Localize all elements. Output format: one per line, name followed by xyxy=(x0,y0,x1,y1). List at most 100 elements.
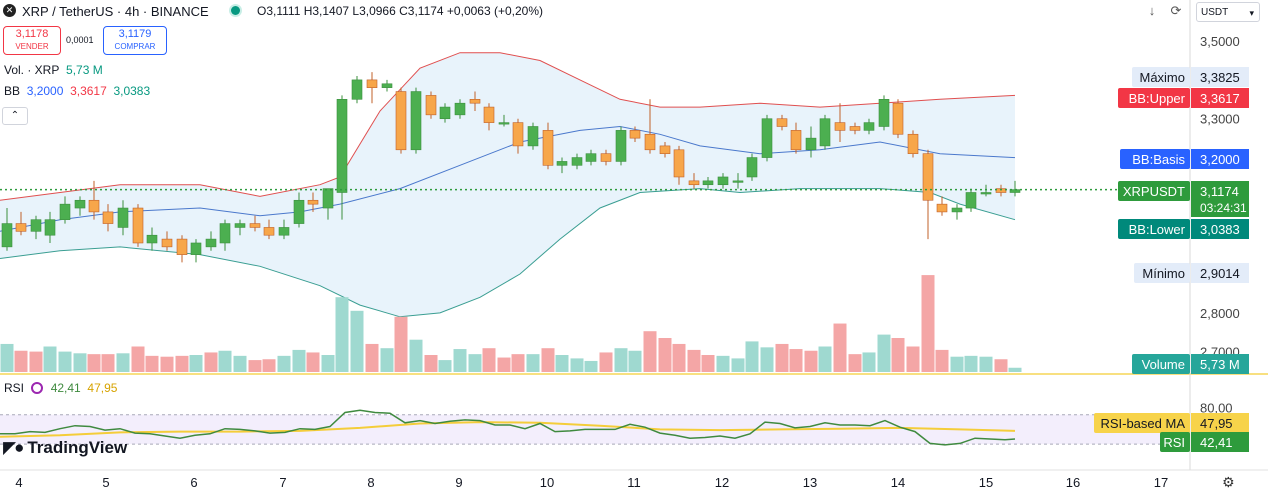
candle[interactable] xyxy=(644,99,656,154)
x-tick-label[interactable]: 17 xyxy=(1154,475,1168,490)
candle[interactable] xyxy=(74,196,86,216)
candle[interactable] xyxy=(702,176,714,189)
candle[interactable] xyxy=(410,87,422,154)
candle[interactable] xyxy=(278,219,290,240)
reset-icon[interactable]: ⟳ xyxy=(1170,3,1182,18)
candle[interactable] xyxy=(117,200,129,236)
candle[interactable] xyxy=(629,126,641,143)
candle[interactable] xyxy=(892,99,904,139)
x-tick-label[interactable]: 13 xyxy=(803,475,817,490)
candle[interactable] xyxy=(527,122,539,150)
volume-legend[interactable]: Vol. · XRP 5,73 M xyxy=(4,63,103,77)
candle[interactable] xyxy=(980,184,992,197)
candle[interactable] xyxy=(834,103,846,143)
x-tick-label[interactable]: 6 xyxy=(190,475,197,490)
candle[interactable] xyxy=(688,173,700,189)
candles[interactable] xyxy=(1,72,1021,263)
candle[interactable] xyxy=(205,231,217,251)
candle[interactable] xyxy=(161,231,173,251)
candle[interactable] xyxy=(30,215,42,240)
tradingview-logo[interactable]: ◤● TradingView xyxy=(3,438,127,458)
x-tick-label[interactable]: 7 xyxy=(279,475,286,490)
candle[interactable] xyxy=(717,173,729,189)
candle[interactable] xyxy=(59,196,71,224)
candle[interactable] xyxy=(293,192,305,228)
rsi-legend[interactable]: RSI 42,41 47,95 xyxy=(4,381,117,395)
candle[interactable] xyxy=(425,91,437,119)
candle[interactable] xyxy=(790,122,802,154)
candle[interactable] xyxy=(439,103,451,123)
x-tick-label[interactable]: 5 xyxy=(102,475,109,490)
candle[interactable] xyxy=(132,204,144,247)
x-tick-label[interactable]: 14 xyxy=(891,475,905,490)
candle[interactable] xyxy=(88,180,100,220)
gear-icon[interactable]: ⚙ xyxy=(1222,474,1235,490)
x-tick-label[interactable]: 12 xyxy=(715,475,729,490)
candle[interactable] xyxy=(219,219,231,251)
candle[interactable] xyxy=(659,142,671,158)
x-tick-label[interactable]: 15 xyxy=(979,475,993,490)
candle[interactable] xyxy=(249,215,261,232)
candle[interactable] xyxy=(732,173,744,189)
candle[interactable] xyxy=(263,219,275,240)
candle[interactable] xyxy=(146,227,158,251)
candle[interactable] xyxy=(776,114,788,131)
candle[interactable] xyxy=(498,114,510,127)
candle[interactable] xyxy=(542,122,554,170)
candle[interactable] xyxy=(951,204,963,220)
arrow-down-icon[interactable]: ↓ xyxy=(1148,3,1156,18)
candle[interactable] xyxy=(351,76,363,104)
candle[interactable] xyxy=(483,103,495,131)
candle[interactable] xyxy=(805,126,817,158)
candle[interactable] xyxy=(673,145,685,185)
candle[interactable] xyxy=(366,72,378,104)
candle[interactable] xyxy=(336,95,348,220)
candle[interactable] xyxy=(322,188,334,220)
symbol-title[interactable]: XRP / TetherUS · 4h · BINANCE xyxy=(22,4,209,19)
candle[interactable] xyxy=(381,79,393,92)
candle[interactable] xyxy=(746,153,758,181)
candle[interactable] xyxy=(819,114,831,150)
x-tick-label[interactable]: 11 xyxy=(627,475,641,490)
rsi-pane[interactable] xyxy=(0,373,1268,446)
sell-button[interactable]: 3,1178 VENDER xyxy=(3,26,61,55)
bb-legend[interactable]: BB 3,2000 3,3617 3,0383 xyxy=(4,84,150,98)
candle[interactable] xyxy=(102,204,114,232)
candle[interactable] xyxy=(907,130,919,158)
candle[interactable] xyxy=(849,122,861,135)
candle[interactable] xyxy=(761,114,773,162)
candle[interactable] xyxy=(234,219,246,236)
candle[interactable] xyxy=(878,95,890,131)
candle[interactable] xyxy=(863,118,875,135)
time-axis[interactable]: 4 5 6 7 8 9 10 11 12 13 14 15 16 17 xyxy=(0,469,1268,490)
candle[interactable] xyxy=(571,153,583,170)
candle[interactable] xyxy=(512,118,524,154)
currency-select[interactable]: USDT ▾ xyxy=(1196,2,1260,22)
collapse-legend-button[interactable]: ⌃ xyxy=(2,107,28,125)
x-tick-label[interactable]: 9 xyxy=(455,475,462,490)
candle[interactable] xyxy=(395,87,407,154)
buy-button[interactable]: 3,1179 COMPRAR xyxy=(103,26,167,55)
x-logo-icon[interactable]: ✕ xyxy=(3,4,16,17)
candle[interactable] xyxy=(307,192,319,212)
candle[interactable] xyxy=(922,149,934,240)
x-tick-label[interactable]: 8 xyxy=(367,475,374,490)
candle[interactable] xyxy=(1,208,13,251)
candle[interactable] xyxy=(176,235,188,263)
candle[interactable] xyxy=(44,211,56,243)
candle[interactable] xyxy=(190,239,202,263)
candle[interactable] xyxy=(15,211,27,236)
candle[interactable] xyxy=(600,149,612,166)
candle[interactable] xyxy=(995,184,1007,197)
candle[interactable] xyxy=(615,126,627,166)
candle[interactable] xyxy=(965,188,977,212)
x-tick-label[interactable]: 10 xyxy=(540,475,554,490)
candle[interactable] xyxy=(585,149,597,166)
candle[interactable] xyxy=(936,196,948,216)
x-tick-label[interactable]: 16 xyxy=(1066,475,1080,490)
candle[interactable] xyxy=(469,91,481,111)
x-tick-label[interactable]: 4 xyxy=(15,475,22,490)
candle[interactable] xyxy=(556,157,568,174)
candle[interactable] xyxy=(454,99,466,119)
